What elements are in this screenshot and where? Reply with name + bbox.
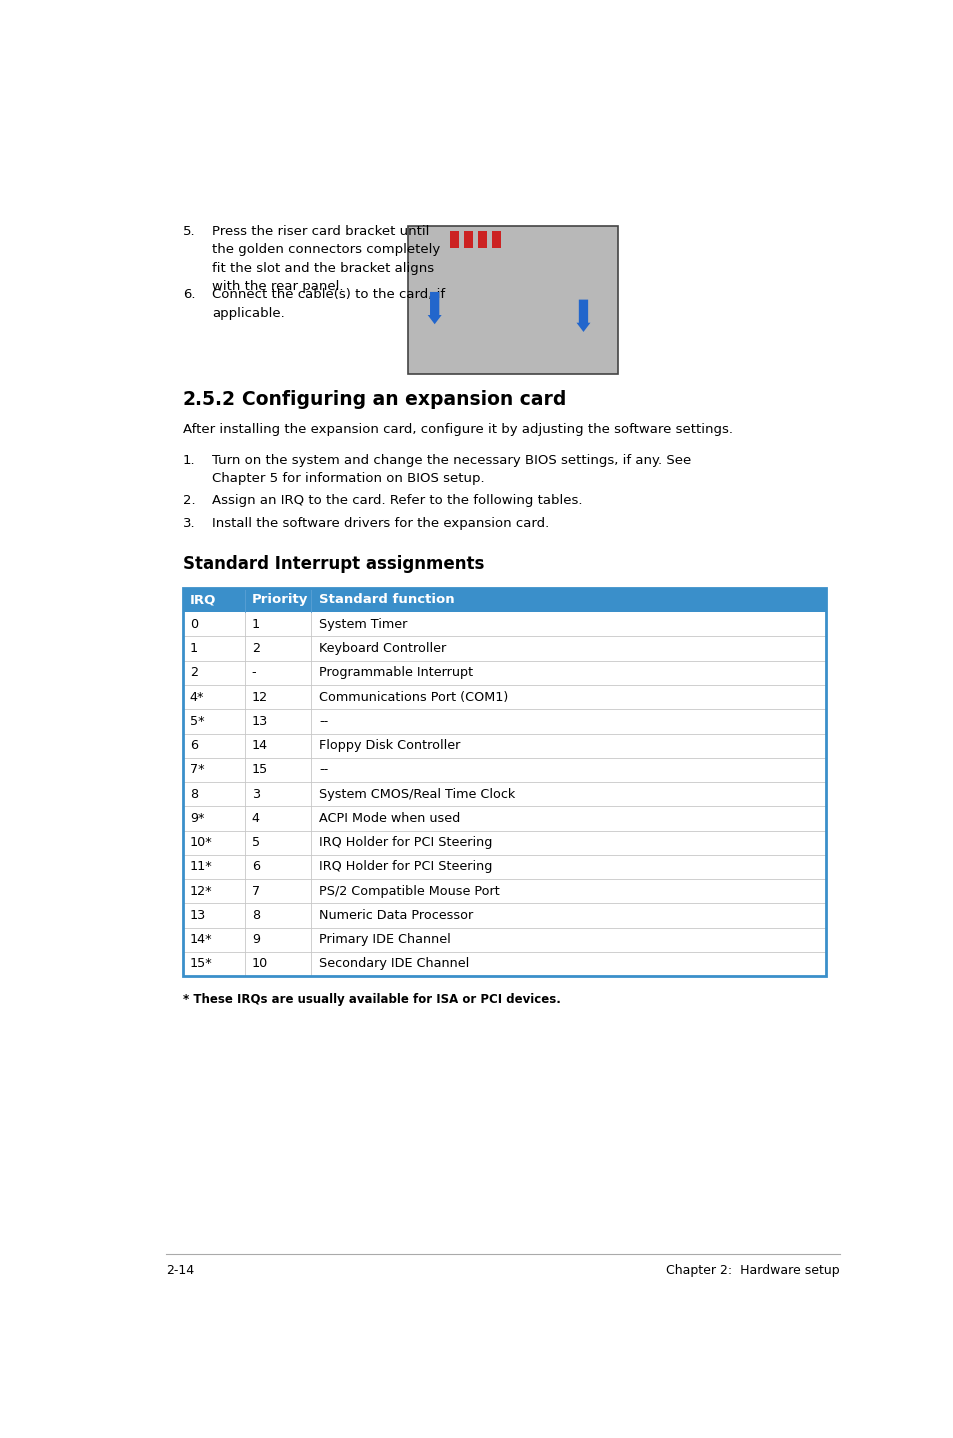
Text: Communications Port (COM1): Communications Port (COM1) xyxy=(319,690,508,703)
Text: * These IRQs are usually available for ISA or PCI devices.: * These IRQs are usually available for I… xyxy=(183,994,560,1007)
Text: -: - xyxy=(252,666,256,679)
Text: 5.: 5. xyxy=(183,224,195,237)
Text: 10: 10 xyxy=(252,958,268,971)
Bar xyxy=(492,232,500,247)
Bar xyxy=(183,709,825,733)
Text: 1: 1 xyxy=(252,618,259,631)
Bar xyxy=(407,226,618,374)
Text: Standard function: Standard function xyxy=(319,594,455,607)
Text: 7: 7 xyxy=(252,884,259,897)
Text: IRQ Holder for PCI Steering: IRQ Holder for PCI Steering xyxy=(319,835,492,850)
Text: 10*: 10* xyxy=(190,835,213,850)
Text: 6.: 6. xyxy=(183,288,195,301)
Text: 2.5.2: 2.5.2 xyxy=(183,390,235,408)
Text: Assign an IRQ to the card. Refer to the following tables.: Assign an IRQ to the card. Refer to the … xyxy=(212,493,582,506)
Text: 2.: 2. xyxy=(183,493,195,506)
Text: --: -- xyxy=(319,764,328,777)
Text: 14: 14 xyxy=(252,739,268,752)
FancyArrow shape xyxy=(427,292,441,324)
Bar xyxy=(183,903,825,928)
Text: 6: 6 xyxy=(190,739,197,752)
Text: 2: 2 xyxy=(252,643,259,656)
Text: 15: 15 xyxy=(252,764,268,777)
Text: 4*: 4* xyxy=(190,690,204,703)
Text: 12*: 12* xyxy=(190,884,213,897)
Text: 3.: 3. xyxy=(183,516,195,529)
Text: Priority: Priority xyxy=(252,594,308,607)
Text: Programmable Interrupt: Programmable Interrupt xyxy=(319,666,473,679)
Text: 8: 8 xyxy=(252,909,259,922)
Bar xyxy=(183,684,825,709)
Bar xyxy=(450,232,459,247)
Text: IRQ Holder for PCI Steering: IRQ Holder for PCI Steering xyxy=(319,860,492,873)
Text: 11*: 11* xyxy=(190,860,213,873)
Text: System CMOS/Real Time Clock: System CMOS/Real Time Clock xyxy=(319,788,515,801)
Bar xyxy=(183,660,825,684)
Bar xyxy=(477,232,487,247)
Text: 15*: 15* xyxy=(190,958,213,971)
Bar xyxy=(183,613,825,637)
Text: System Timer: System Timer xyxy=(319,618,407,631)
Text: Connect the cable(s) to the card, if
applicable.: Connect the cable(s) to the card, if app… xyxy=(212,288,445,319)
Text: 1.: 1. xyxy=(183,453,195,466)
Text: 2: 2 xyxy=(190,666,197,679)
Text: 5: 5 xyxy=(252,835,259,850)
Bar xyxy=(183,782,825,807)
Text: 13: 13 xyxy=(190,909,206,922)
Text: Configuring an expansion card: Configuring an expansion card xyxy=(241,390,565,408)
Text: 13: 13 xyxy=(252,715,268,728)
Text: 14*: 14* xyxy=(190,933,213,946)
Text: Floppy Disk Controller: Floppy Disk Controller xyxy=(319,739,460,752)
Text: Primary IDE Channel: Primary IDE Channel xyxy=(319,933,451,946)
Text: 5*: 5* xyxy=(190,715,204,728)
Text: Secondary IDE Channel: Secondary IDE Channel xyxy=(319,958,469,971)
Text: PS/2 Compatible Mouse Port: PS/2 Compatible Mouse Port xyxy=(319,884,499,897)
Text: 3: 3 xyxy=(252,788,259,801)
Bar xyxy=(183,588,825,613)
Text: Standard Interrupt assignments: Standard Interrupt assignments xyxy=(183,555,484,574)
Text: 9*: 9* xyxy=(190,812,204,825)
Text: 2-14: 2-14 xyxy=(166,1264,193,1277)
Text: 6: 6 xyxy=(252,860,259,873)
Text: Press the riser card bracket until
the golden connectors completely
fit the slot: Press the riser card bracket until the g… xyxy=(212,224,440,293)
Text: Numeric Data Processor: Numeric Data Processor xyxy=(319,909,473,922)
Bar xyxy=(183,807,825,831)
Bar xyxy=(183,952,825,976)
Bar xyxy=(183,637,825,660)
Text: IRQ: IRQ xyxy=(190,594,216,607)
Text: 8: 8 xyxy=(190,788,197,801)
Text: 7*: 7* xyxy=(190,764,204,777)
Text: 12: 12 xyxy=(252,690,268,703)
Text: 4: 4 xyxy=(252,812,259,825)
Text: 1: 1 xyxy=(190,643,197,656)
Bar xyxy=(183,831,825,854)
Text: 0: 0 xyxy=(190,618,197,631)
Bar xyxy=(464,232,473,247)
Bar xyxy=(183,854,825,879)
Text: After installing the expansion card, configure it by adjusting the software sett: After installing the expansion card, con… xyxy=(183,423,732,436)
Text: ACPI Mode when used: ACPI Mode when used xyxy=(319,812,460,825)
Text: 9: 9 xyxy=(252,933,259,946)
Bar xyxy=(183,879,825,903)
Bar xyxy=(183,588,825,976)
Bar xyxy=(183,733,825,758)
FancyArrow shape xyxy=(576,299,590,332)
Bar xyxy=(183,758,825,782)
Text: Chapter 2:  Hardware setup: Chapter 2: Hardware setup xyxy=(666,1264,840,1277)
Text: Install the software drivers for the expansion card.: Install the software drivers for the exp… xyxy=(212,516,549,529)
Bar xyxy=(183,928,825,952)
Text: Turn on the system and change the necessary BIOS settings, if any. See
Chapter 5: Turn on the system and change the necess… xyxy=(212,453,691,485)
Text: --: -- xyxy=(319,715,328,728)
Text: Keyboard Controller: Keyboard Controller xyxy=(319,643,446,656)
